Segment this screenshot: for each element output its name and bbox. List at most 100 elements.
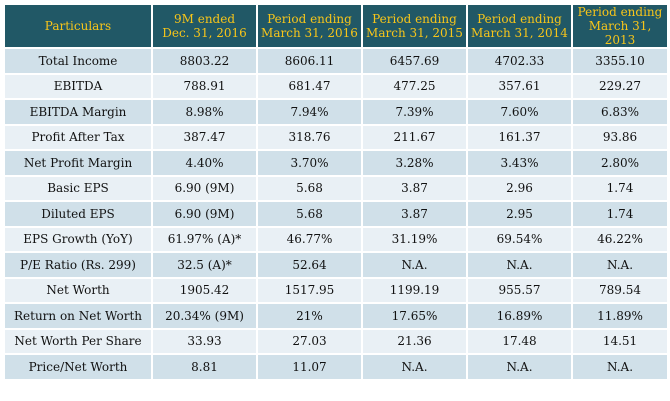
table-row: Profit After Tax 387.47 318.76 211.67 161.37… [5,125,667,149]
table-cell: N.A. [573,253,667,277]
table-cell: N.A. [468,253,571,277]
header-row: Particulars 9M ended Dec. 31, 2016 Period e… [5,5,667,47]
row-label: Total Income [5,49,151,73]
table-row: EBITDA 788.91 681.47 477.25 357.61 229.27 [5,74,667,98]
row-label: Net Worth Per Share [5,329,151,353]
table-cell: 16.89% [468,304,571,328]
header-period-1: 9M ended Dec. 31, 2016 [153,5,256,47]
table-cell: 4.40% [153,151,256,175]
header-label-line2: Dec. 31, 2016 [162,26,247,40]
table-cell: 2.80% [573,151,667,175]
table-cell: 3.28% [363,151,466,175]
table-cell: 7.60% [468,100,571,124]
header-period-3: Period ending March 31, 2015 [363,5,466,47]
header-label-line1: Particulars [44,19,112,33]
table-row: Net Worth 1905.42 1517.95 1199.19 955.57 789.… [5,278,667,302]
table-cell: 2.95 [468,202,571,226]
row-label: Basic EPS [5,176,151,200]
table-row: Diluted EPS 6.90 (9M) 5.68 3.87 2.95 1.74 [5,202,667,226]
header-label-line2: March 31, 2016 [261,26,358,40]
table-cell: 46.77% [258,227,361,251]
financials-table: Particulars 9M ended Dec. 31, 2016 Period e… [3,3,669,381]
table-cell: 46.22% [573,227,667,251]
table-header: Particulars 9M ended Dec. 31, 2016 Period e… [5,5,667,47]
table-cell: 32.5 (A)* [153,253,256,277]
table-cell: 1.74 [573,176,667,200]
row-label: Profit After Tax [5,125,151,149]
table-cell: 8803.22 [153,49,256,73]
table-body: Total Income 8803.22 8606.11 6457.69 4702.33… [5,49,667,379]
table-cell: 789.54 [573,278,667,302]
table-cell: 955.57 [468,278,571,302]
table-row: Net Worth Per Share 33.93 27.03 21.36 17.48 1… [5,329,667,353]
table-cell: N.A. [573,355,667,379]
table-cell: 31.19% [363,227,466,251]
row-label: Net Profit Margin [5,151,151,175]
table-cell: 6.90 (9M) [153,176,256,200]
row-label: Return on Net Worth [5,304,151,328]
table-cell: 318.76 [258,125,361,149]
row-label: EBITDA [5,74,151,98]
header-particulars: Particulars [5,5,151,47]
header-period-5: Period ending March 31, 2013 [573,5,667,47]
table-cell: 11.89% [573,304,667,328]
table-cell: 3355.10 [573,49,667,73]
table-cell: 5.68 [258,176,361,200]
table-cell: 27.03 [258,329,361,353]
table-cell: 17.65% [363,304,466,328]
table-cell: 161.37 [468,125,571,149]
row-label: EBITDA Margin [5,100,151,124]
table-cell: 681.47 [258,74,361,98]
header-label-line1: Period ending [267,12,352,26]
table-cell: 3.43% [468,151,571,175]
table-cell: 1199.19 [363,278,466,302]
header-label-line2: March 31, 2014 [471,26,568,40]
table-cell: 6.90 (9M) [153,202,256,226]
table-row: Net Profit Margin 4.40% 3.70% 3.28% 3.43% 2.8… [5,151,667,175]
header-label-line1: Period ending [372,12,457,26]
table-cell: 211.67 [363,125,466,149]
table-cell: 1905.42 [153,278,256,302]
table-cell: 69.54% [468,227,571,251]
table-cell: 229.27 [573,74,667,98]
table-cell: N.A. [363,355,466,379]
table-cell: 3.70% [258,151,361,175]
table-cell: 33.93 [153,329,256,353]
table-cell: 14.51 [573,329,667,353]
table-row: EBITDA Margin 8.98% 7.94% 7.39% 7.60% 6.83% [5,100,667,124]
table-row: Total Income 8803.22 8606.11 6457.69 4702.33… [5,49,667,73]
table-cell: 788.91 [153,74,256,98]
table-cell: 21.36 [363,329,466,353]
row-label: EPS Growth (YoY) [5,227,151,251]
table-cell: 8606.11 [258,49,361,73]
table-cell: 357.61 [468,74,571,98]
table-cell: 6457.69 [363,49,466,73]
table-cell: N.A. [363,253,466,277]
table-cell: 3.87 [363,176,466,200]
table-cell: 93.86 [573,125,667,149]
table-cell: 8.98% [153,100,256,124]
table-row: Return on Net Worth 20.34% (9M) 21% 17.65% 1… [5,304,667,328]
header-label-line1: Period ending [477,12,562,26]
table-cell: N.A. [468,355,571,379]
header-label-line2: March 31, 2015 [366,26,463,40]
table-cell: 1.74 [573,202,667,226]
table-cell: 3.87 [363,202,466,226]
table-cell: 7.94% [258,100,361,124]
table-cell: 20.34% (9M) [153,304,256,328]
header-label-line2: March 31, 2013 [588,19,652,47]
table-cell: 1517.95 [258,278,361,302]
table-cell: 17.48 [468,329,571,353]
table-cell: 7.39% [363,100,466,124]
table-row: Basic EPS 6.90 (9M) 5.68 3.87 2.96 1.74 [5,176,667,200]
table-row: P/E Ratio (Rs. 299) 32.5 (A)* 52.64 N.A. N.A… [5,253,667,277]
table-cell: 11.07 [258,355,361,379]
table-cell: 61.97% (A)* [153,227,256,251]
table-cell: 2.96 [468,176,571,200]
table-cell: 6.83% [573,100,667,124]
header-period-4: Period ending March 31, 2014 [468,5,571,47]
table-row: Price/Net Worth 8.81 11.07 N.A. N.A. N.A. [5,355,667,379]
table-cell: 4702.33 [468,49,571,73]
table-cell: 8.81 [153,355,256,379]
table-cell: 21% [258,304,361,328]
